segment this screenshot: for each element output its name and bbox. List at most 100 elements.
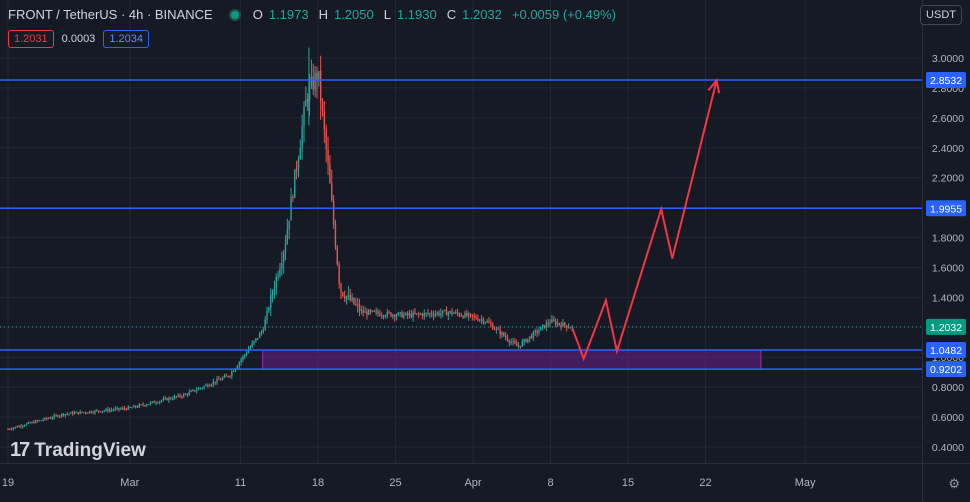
- candle-body: [301, 126, 303, 148]
- candle: [170, 396, 172, 400]
- candle: [171, 396, 174, 401]
- candle-body: [36, 420, 39, 422]
- candle-body: [201, 387, 203, 389]
- candle-body: [458, 313, 461, 316]
- candle: [299, 139, 301, 160]
- candle: [31, 421, 33, 424]
- candle: [153, 400, 155, 404]
- candle-body: [403, 314, 405, 318]
- candle: [562, 318, 564, 328]
- candle-body: [109, 409, 111, 412]
- candle: [382, 314, 385, 320]
- candle: [329, 155, 331, 184]
- candle: [186, 393, 189, 398]
- candle: [416, 313, 418, 316]
- candle: [64, 413, 67, 418]
- candle: [397, 311, 400, 317]
- bid-button[interactable]: 1.2031: [8, 30, 54, 48]
- high-label: H: [318, 7, 328, 22]
- candle-body: [260, 331, 263, 334]
- candle: [112, 408, 115, 412]
- candle-body: [75, 412, 78, 414]
- candle: [294, 169, 296, 199]
- level-label-text: 2.8532: [930, 75, 962, 87]
- candle-body: [486, 321, 488, 323]
- candle-body: [125, 408, 128, 410]
- candle-body: [181, 396, 183, 398]
- candle-body: [164, 398, 166, 400]
- candle-body: [517, 345, 520, 347]
- candle: [318, 70, 320, 87]
- candle: [177, 393, 179, 398]
- candle: [114, 406, 116, 412]
- candle-body: [35, 420, 37, 424]
- last-price-label-bg: [926, 318, 966, 335]
- candle-body: [147, 404, 150, 406]
- time-tick-label: May: [795, 477, 816, 489]
- candle-body: [497, 328, 499, 330]
- ask-button[interactable]: 1.2034: [103, 30, 149, 48]
- candle-body: [244, 354, 246, 357]
- candle-body: [447, 312, 449, 316]
- candle-body: [168, 397, 170, 401]
- price-tick-label: 2.2000: [932, 173, 964, 185]
- candle: [75, 411, 78, 414]
- candle-body: [129, 406, 131, 408]
- candle-body: [399, 312, 401, 314]
- candle-body: [221, 377, 224, 380]
- candle-body: [258, 333, 261, 338]
- candle: [184, 392, 187, 396]
- candle: [11, 427, 13, 431]
- candle: [175, 395, 178, 399]
- level-label: 2.8532: [926, 71, 966, 88]
- candle-body: [451, 310, 453, 314]
- candle: [188, 389, 190, 397]
- candle-body: [62, 413, 65, 416]
- candle-body: [171, 398, 174, 400]
- open-value: 1.1973: [268, 7, 309, 22]
- candle-body: [369, 310, 372, 312]
- level-label-bg: [926, 71, 966, 88]
- candle: [517, 342, 520, 349]
- currency-selector[interactable]: USDT: [920, 5, 962, 25]
- candle: [277, 270, 279, 281]
- candle: [192, 388, 194, 392]
- candle-body: [46, 417, 48, 419]
- candle-body: [342, 292, 344, 297]
- candle-body: [240, 359, 242, 363]
- projection-path: [571, 80, 718, 362]
- candle-body: [134, 405, 137, 407]
- candle: [77, 411, 79, 416]
- candle: [160, 399, 163, 403]
- candle-body: [155, 402, 157, 404]
- candle-body: [499, 329, 501, 335]
- candle-body: [212, 381, 215, 385]
- candle-body: [421, 314, 424, 317]
- candle-body: [57, 415, 59, 417]
- candle-body: [88, 411, 91, 413]
- candle: [392, 313, 394, 320]
- candle: [129, 406, 131, 409]
- candle-body: [255, 338, 257, 341]
- candle: [418, 311, 420, 319]
- candle: [532, 330, 535, 342]
- candle: [503, 331, 505, 337]
- symbol-info[interactable]: FRONT / TetherUS · 4h · BINANCE: [8, 7, 213, 22]
- candle-body: [140, 404, 142, 406]
- candle: [395, 313, 398, 321]
- candle: [88, 411, 91, 414]
- candle-body: [110, 409, 113, 411]
- candle-body: [25, 423, 28, 426]
- open-label: O: [252, 7, 263, 22]
- candle: [53, 413, 55, 420]
- candle-body: [379, 313, 381, 316]
- candle-body: [338, 264, 340, 284]
- settings-gear-icon[interactable]: ⚙: [948, 476, 960, 491]
- candle: [419, 312, 422, 316]
- candle: [534, 328, 536, 336]
- candle-body: [508, 340, 511, 343]
- candle-body: [85, 412, 87, 414]
- candle-body: [103, 410, 105, 412]
- candle-body: [279, 268, 281, 276]
